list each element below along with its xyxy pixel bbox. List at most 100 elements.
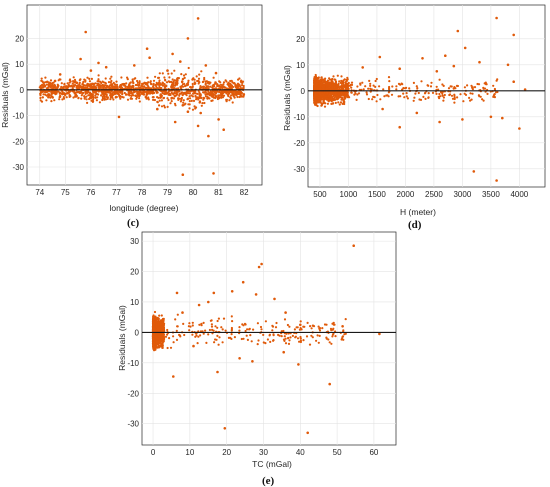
data-point bbox=[201, 330, 204, 333]
data-point bbox=[338, 80, 341, 83]
data-point bbox=[88, 80, 91, 83]
data-point bbox=[484, 83, 488, 86]
data-point bbox=[251, 360, 254, 363]
y-tick-label: 10 bbox=[296, 61, 305, 70]
data-point bbox=[196, 342, 199, 345]
data-point bbox=[375, 100, 378, 103]
y-tick-label: 10 bbox=[130, 298, 139, 307]
data-point bbox=[186, 37, 190, 40]
data-point bbox=[288, 325, 291, 328]
data-point bbox=[315, 82, 319, 85]
data-point bbox=[453, 96, 456, 99]
panel-e-grid bbox=[142, 232, 396, 445]
data-point bbox=[158, 72, 161, 75]
data-point bbox=[340, 91, 343, 94]
data-point bbox=[408, 87, 411, 90]
data-point bbox=[64, 85, 67, 88]
data-point bbox=[313, 79, 316, 82]
data-point bbox=[63, 82, 66, 85]
data-point bbox=[135, 96, 138, 99]
data-point bbox=[188, 322, 191, 325]
panel-e-frame bbox=[141, 231, 397, 446]
data-point bbox=[132, 85, 135, 88]
data-point bbox=[92, 98, 95, 101]
y-tick-label: -10 bbox=[12, 112, 24, 121]
y-tick-label: -20 bbox=[12, 137, 24, 146]
data-point bbox=[272, 339, 275, 342]
data-point bbox=[437, 88, 440, 91]
data-point bbox=[164, 335, 168, 338]
data-point bbox=[170, 100, 173, 103]
data-point bbox=[191, 85, 194, 88]
data-point bbox=[74, 93, 77, 96]
data-point bbox=[74, 95, 77, 98]
data-point bbox=[157, 323, 160, 326]
x-tick-label: 78 bbox=[137, 188, 146, 197]
data-point bbox=[225, 98, 229, 101]
data-point bbox=[155, 317, 158, 320]
data-point bbox=[340, 338, 343, 341]
data-point bbox=[41, 96, 45, 99]
data-point bbox=[138, 86, 141, 89]
data-point bbox=[205, 85, 208, 88]
data-point bbox=[313, 86, 316, 89]
data-point bbox=[40, 79, 43, 82]
data-point bbox=[152, 98, 155, 101]
data-point bbox=[77, 96, 80, 99]
data-point bbox=[61, 86, 64, 89]
data-point bbox=[314, 92, 317, 95]
data-point bbox=[391, 85, 394, 88]
data-point bbox=[220, 326, 223, 329]
data-point bbox=[203, 101, 206, 105]
panel-d-xlabel: H (meter) bbox=[400, 207, 436, 217]
data-point bbox=[331, 335, 334, 338]
data-point bbox=[331, 77, 334, 81]
data-point bbox=[462, 100, 465, 103]
data-point bbox=[444, 54, 447, 57]
data-point bbox=[153, 329, 156, 332]
data-point bbox=[310, 334, 313, 337]
data-point bbox=[127, 93, 130, 96]
data-point bbox=[298, 328, 301, 331]
data-point bbox=[123, 91, 126, 95]
data-point bbox=[241, 280, 245, 284]
data-point bbox=[208, 328, 211, 332]
y-tick-label: 0 bbox=[20, 86, 25, 95]
data-point bbox=[196, 124, 200, 128]
data-point bbox=[175, 338, 179, 341]
data-point bbox=[402, 87, 405, 90]
data-point bbox=[481, 98, 484, 101]
data-point bbox=[109, 77, 112, 80]
data-point bbox=[104, 91, 107, 94]
data-point bbox=[231, 81, 234, 84]
data-point bbox=[244, 329, 247, 333]
data-point bbox=[387, 76, 391, 79]
data-point bbox=[161, 340, 164, 343]
data-point bbox=[161, 346, 164, 349]
data-point bbox=[311, 336, 314, 339]
data-point bbox=[78, 79, 81, 82]
data-point bbox=[287, 342, 291, 345]
data-point bbox=[293, 328, 296, 331]
data-point bbox=[180, 96, 183, 100]
data-point bbox=[210, 91, 214, 94]
data-point bbox=[323, 105, 327, 108]
data-point bbox=[288, 339, 291, 342]
data-point bbox=[523, 88, 527, 91]
data-point bbox=[181, 311, 184, 314]
data-point bbox=[111, 87, 115, 90]
data-point bbox=[198, 101, 201, 104]
data-point bbox=[422, 95, 425, 98]
data-point bbox=[313, 84, 316, 87]
data-point bbox=[212, 291, 216, 295]
data-point bbox=[319, 93, 322, 96]
data-point bbox=[227, 90, 231, 93]
data-point bbox=[53, 92, 56, 95]
data-point bbox=[212, 329, 215, 332]
data-point bbox=[175, 291, 179, 295]
data-point bbox=[155, 83, 158, 86]
data-point bbox=[230, 337, 233, 340]
data-point bbox=[492, 95, 495, 98]
data-point bbox=[482, 86, 485, 89]
